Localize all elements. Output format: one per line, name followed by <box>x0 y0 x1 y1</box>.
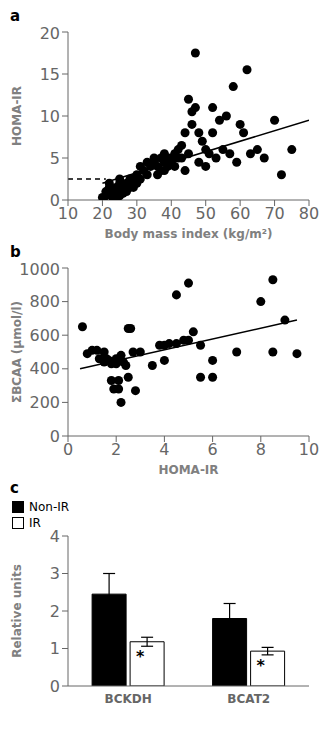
svg-text:400: 400 <box>29 359 60 378</box>
svg-text:8: 8 <box>256 440 266 459</box>
svg-text:3: 3 <box>50 564 60 583</box>
svg-text:4: 4 <box>50 527 60 546</box>
svg-text:BCKDH: BCKDH <box>105 692 152 706</box>
svg-text:*: * <box>136 647 145 666</box>
svg-text:200: 200 <box>29 393 60 412</box>
svg-text:Relative units: Relative units <box>10 564 24 658</box>
svg-text:6: 6 <box>208 440 218 459</box>
svg-text:ΣBCAA (μmol/l): ΣBCAA (μmol/l) <box>10 301 24 403</box>
svg-text:30: 30 <box>127 204 147 223</box>
svg-text:BCAT2: BCAT2 <box>227 692 270 706</box>
svg-text:80: 80 <box>299 204 319 223</box>
svg-text:2: 2 <box>111 440 121 459</box>
svg-text:HOMA-IR: HOMA-IR <box>10 86 24 146</box>
svg-text:*: * <box>257 656 266 675</box>
svg-text:10: 10 <box>58 204 78 223</box>
svg-text:5: 5 <box>50 149 60 168</box>
svg-text:15: 15 <box>40 65 60 84</box>
html-text:b: b <box>10 243 21 261</box>
svg-text:1000: 1000 <box>19 260 60 279</box>
svg-text:HOMA-IR: HOMA-IR <box>158 463 218 477</box>
svg-text:800: 800 <box>29 292 60 311</box>
html-text:IR: IR <box>29 516 41 530</box>
svg-text:60: 60 <box>230 204 250 223</box>
svg-text:0: 0 <box>50 677 60 696</box>
html-text:a: a <box>10 7 21 25</box>
svg-text:40: 40 <box>161 204 181 223</box>
svg-text:1: 1 <box>50 639 60 658</box>
svg-text:70: 70 <box>264 204 284 223</box>
svg-text:0: 0 <box>50 427 60 446</box>
svg-text:Body mass index (kg/m²): Body mass index (kg/m²) <box>104 227 272 241</box>
svg-text:4: 4 <box>159 440 169 459</box>
html-text:Non-IR: Non-IR <box>29 500 70 514</box>
html-text:c: c <box>10 479 19 497</box>
svg-text:600: 600 <box>29 326 60 345</box>
svg-text:50: 50 <box>196 204 216 223</box>
svg-text:0: 0 <box>63 440 73 459</box>
svg-text:10: 10 <box>40 107 60 126</box>
svg-text:20: 20 <box>40 24 60 43</box>
svg-text:20: 20 <box>92 204 112 223</box>
svg-text:2: 2 <box>50 602 60 621</box>
svg-text:10: 10 <box>299 440 319 459</box>
svg-text:0: 0 <box>50 191 60 210</box>
